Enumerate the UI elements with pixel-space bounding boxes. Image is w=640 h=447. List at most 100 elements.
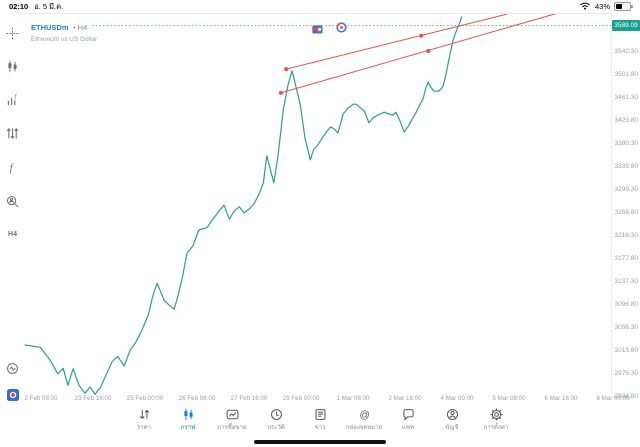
price-tick-label: 3380.30	[614, 140, 639, 148]
symbol-name: ETHUSDm	[31, 23, 69, 32]
bottom-navigation: ราคา กราฟ การซื้อขาย ประวัติ ข่าว @ กล่องจดหมา…	[0, 406, 640, 434]
nav-item-settings[interactable]: การตั้งค่า	[474, 406, 518, 434]
nav-item-mailbox[interactable]: @ กล่องจดหมาย	[342, 406, 386, 434]
timeframe-button-label: H4	[8, 230, 17, 238]
nav-item-label: กราฟ	[180, 425, 196, 431]
chart-panel: ETHUSDm • H4 Ethereum vs US Dollar 3542.…	[24, 12, 640, 406]
time-axis[interactable]: 2 Feb 08:00 23 Feb 16:00 25 Feb 00:00 26 Fe…	[24, 395, 629, 406]
time-tick-label: 25 Feb 00:00	[126, 395, 164, 402]
gear-icon	[490, 408, 503, 421]
lower-channel-line	[280, 12, 559, 94]
trendline-anchor-dot	[278, 90, 283, 95]
sidebar-tool-chart-type[interactable]	[0, 55, 25, 77]
trendline-anchor-dot	[426, 49, 431, 53]
nav-item-label: การตั้งค่า	[483, 425, 509, 431]
time-tick-label: 26 Feb 08:00	[178, 395, 216, 402]
sidebar-tool-functions[interactable]: f	[0, 156, 25, 178]
trendline-anchor-dot	[284, 67, 289, 72]
nav-item-quotes[interactable]: ราคา	[122, 406, 166, 434]
home-indicator[interactable]	[254, 439, 386, 444]
price-tick-label: 3137.30	[614, 277, 639, 285]
indicators-icon: f	[6, 93, 19, 106]
price-tick-label: 3015.80	[614, 346, 639, 354]
nav-item-trade[interactable]: การซื้อขาย	[210, 406, 254, 434]
nav-item-label: บัญชี	[445, 425, 459, 431]
price-tick-label: 2975.30	[614, 369, 639, 377]
status-date: อ. 5 มี.ค.	[34, 1, 64, 11]
time-tick-label: 23 Feb 16:00	[74, 395, 112, 402]
battery-icon	[614, 2, 633, 11]
svg-text:f: f	[10, 163, 15, 174]
sidebar-tool-crosshair[interactable]	[0, 22, 25, 44]
time-tick-label: 29 Feb 00:00	[282, 395, 320, 402]
time-tick-label: 27 Feb 16:00	[230, 395, 268, 402]
price-tick-label: 3339.80	[614, 163, 639, 171]
price-tick-label: 3542.30	[614, 48, 639, 56]
price-tick-label: 3501.80	[614, 71, 639, 79]
price-tick-label: 2934.80	[614, 392, 639, 400]
sidebar-tool-history[interactable]	[0, 357, 25, 379]
upper-channel-line	[286, 13, 508, 70]
price-tick-label: 3461.30	[614, 94, 639, 102]
chart-header[interactable]: ETHUSDm • H4 Ethereum vs US Dollar	[31, 16, 97, 44]
price-tick-label: 3218.30	[614, 232, 639, 239]
price-series-line	[24, 16, 463, 395]
status-time: 02:10	[9, 2, 29, 11]
price-tick-label: 3096.80	[614, 300, 639, 308]
price-tick-label: 3420.80	[614, 117, 639, 125]
svg-text:@: @	[359, 410, 369, 421]
timeframe-label: • H4	[72, 23, 88, 32]
current-price-badge: 3589.09	[612, 19, 640, 31]
time-tick-label: 5 Mar 08:00	[492, 395, 526, 402]
nav-item-chart[interactable]: กราฟ	[166, 406, 210, 434]
person-icon	[446, 408, 459, 421]
news-icon	[314, 408, 327, 421]
wifi-icon	[579, 1, 591, 12]
time-tick-label: 6 Mar 16:00	[544, 395, 578, 402]
clock-icon	[270, 408, 283, 421]
magnifier-person-icon	[6, 195, 19, 208]
battery-percent: 43%	[594, 2, 610, 11]
clock-marker-icon[interactable]	[336, 20, 347, 38]
status-bar: 02:10 อ. 5 มี.ค. 43%	[0, 0, 640, 13]
price-tick-label: 3299.30	[614, 186, 639, 194]
time-tick-label: 1 Mar 08:00	[336, 395, 370, 402]
nav-item-account[interactable]: บัญชี	[430, 406, 474, 434]
arrows-updown-icon	[138, 408, 151, 421]
symbol-description: Ethereum vs US Dollar	[31, 36, 98, 43]
nav-item-label: ราคา	[137, 425, 151, 431]
nav-item-label: กล่องจดหมาย	[345, 425, 383, 431]
sidebar-tool-app-logo[interactable]	[0, 384, 25, 406]
candlestick-icon	[6, 60, 19, 73]
at-icon: @	[358, 408, 371, 421]
nav-item-chat[interactable]: แชท	[386, 406, 430, 434]
price-tick-label: 3258.80	[614, 209, 639, 217]
time-tick-label: 2 Mar 16:00	[388, 395, 422, 402]
trade-chart-icon	[226, 408, 239, 421]
price-tick-label: 3056.30	[614, 323, 639, 331]
sidebar-tool-objects[interactable]	[0, 122, 25, 144]
history-clock-icon	[6, 362, 19, 375]
nav-item-label: การซื้อขาย	[217, 425, 247, 431]
price-tick-label: 3177.80	[614, 255, 639, 262]
chat-bubble-icon	[402, 408, 415, 421]
nav-item-history[interactable]: ประวัติ	[254, 406, 298, 434]
app-logo-icon	[6, 389, 19, 401]
nav-item-label: แชท	[402, 425, 414, 431]
sidebar-tool-timeframe[interactable]: H4	[0, 223, 25, 245]
trendline-anchor-dot	[419, 33, 424, 38]
flag-marker-icon[interactable]	[312, 21, 323, 39]
objects-sliders-icon	[6, 127, 19, 140]
sidebar-tool-indicators[interactable]: f	[0, 88, 25, 110]
nav-item-label: ประวัติ	[267, 425, 285, 431]
price-axis[interactable]: 3542.30 3501.80 3461.30 3420.80 3380.30 3339.…	[612, 13, 640, 406]
nav-item-news[interactable]: ข่าว	[298, 406, 342, 434]
time-tick-label: 4 Mar 00:00	[440, 395, 474, 402]
function-icon: f	[6, 161, 19, 174]
crosshair-icon	[6, 26, 19, 40]
nav-item-label: ข่าว	[314, 425, 326, 431]
sidebar-tool-symbol-search[interactable]	[0, 190, 25, 212]
svg-text:f: f	[15, 93, 18, 100]
